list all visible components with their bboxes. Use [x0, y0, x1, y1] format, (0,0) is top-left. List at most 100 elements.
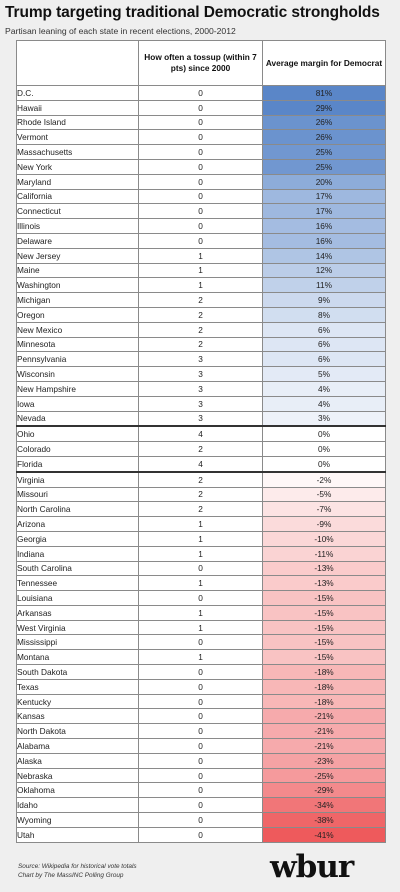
- tossup-count: 1: [138, 649, 263, 666]
- tossup-count: 4: [138, 455, 263, 473]
- state-name: Kentucky: [16, 693, 139, 710]
- dem-margin-cell: 4%: [262, 380, 386, 397]
- dem-margin-cell: 4%: [262, 395, 386, 412]
- tossup-count: 2: [138, 336, 263, 353]
- tossup-count: 1: [138, 545, 263, 562]
- table-row: Hawaii 0 29%: [16, 99, 386, 116]
- table-row: New York 0 25%: [16, 158, 386, 175]
- state-name: Mississippi: [16, 634, 139, 651]
- tossup-count: 1: [138, 516, 263, 532]
- state-name: Kansas: [16, 708, 139, 725]
- tossup-count: 3: [138, 366, 263, 382]
- state-name: California: [16, 188, 139, 205]
- table-row: Kansas 0 -21%: [16, 708, 386, 725]
- dem-margin-cell: 8%: [262, 306, 386, 323]
- state-name: Utah: [16, 826, 139, 843]
- tossup-count: 1: [138, 277, 263, 294]
- tossup-count: 0: [138, 782, 263, 799]
- tossup-count: 0: [138, 590, 263, 606]
- dem-margin-cell: 14%: [262, 247, 386, 264]
- dem-margin-cell: 16%: [262, 232, 386, 249]
- state-name: Florida: [16, 455, 139, 473]
- state-name: North Carolina: [16, 501, 139, 518]
- tossup-count: 2: [138, 486, 263, 503]
- state-name: New Jersey: [16, 247, 139, 264]
- tossup-count: 2: [138, 306, 263, 323]
- table-row: Oklahoma 0 -29%: [16, 782, 386, 799]
- table-row: Massachusetts 0 25%: [16, 144, 386, 160]
- tossup-count: 0: [138, 708, 263, 725]
- dem-margin-cell: 0%: [262, 455, 386, 473]
- dem-margin-cell: -21%: [262, 723, 386, 740]
- tossup-count: 1: [138, 262, 263, 279]
- dem-margin-cell: -10%: [262, 530, 386, 547]
- dem-margin-cell: 0%: [262, 441, 386, 457]
- table-row: Idaho 0 -34%: [16, 797, 386, 814]
- tossup-count: 0: [138, 85, 263, 101]
- dem-margin-cell: -11%: [262, 545, 386, 562]
- header-state: [16, 40, 139, 86]
- tossup-count: 0: [138, 738, 263, 754]
- state-name: South Dakota: [16, 664, 139, 680]
- tossup-count: 0: [138, 767, 263, 784]
- dem-margin-cell: -18%: [262, 664, 386, 680]
- table-row: Alabama 0 -21%: [16, 738, 386, 754]
- state-name: Idaho: [16, 797, 139, 814]
- table-row: Pennsylvania 3 6%: [16, 351, 386, 368]
- dem-margin-cell: 3%: [262, 410, 386, 427]
- dem-margin-cell: 0%: [262, 425, 386, 443]
- table-row: Rhode Island 0 26%: [16, 114, 386, 131]
- state-name: Michigan: [16, 292, 139, 308]
- dem-margin-cell: 6%: [262, 351, 386, 368]
- table-row: Maryland 0 20%: [16, 173, 386, 190]
- dem-margin-cell: 9%: [262, 292, 386, 308]
- state-name: Maryland: [16, 173, 139, 190]
- dem-margin-cell: -41%: [262, 826, 386, 843]
- table-row: Texas 0 -18%: [16, 678, 386, 695]
- state-name: Tennessee: [16, 575, 139, 592]
- table-row: Alaska 0 -23%: [16, 752, 386, 769]
- dem-margin-cell: 12%: [262, 262, 386, 279]
- tossup-count: 1: [138, 604, 263, 621]
- table-row: Illinois 0 16%: [16, 218, 386, 234]
- state-name: Oregon: [16, 306, 139, 323]
- dem-margin-cell: -34%: [262, 797, 386, 814]
- table-row: Arkansas 1 -15%: [16, 604, 386, 621]
- state-name: Vermont: [16, 129, 139, 146]
- state-name: Nebraska: [16, 767, 139, 784]
- dem-margin-cell: -23%: [262, 752, 386, 769]
- table-row: Tennessee 1 -13%: [16, 575, 386, 592]
- state-name: Delaware: [16, 232, 139, 249]
- table-row: New Mexico 2 6%: [16, 321, 386, 338]
- state-name: Minnesota: [16, 336, 139, 353]
- tossup-count: 0: [138, 144, 263, 160]
- dem-margin-cell: -15%: [262, 649, 386, 666]
- dem-margin-cell: 25%: [262, 158, 386, 175]
- dem-margin-cell: -15%: [262, 634, 386, 651]
- tossup-count: 0: [138, 797, 263, 814]
- state-name: Connecticut: [16, 203, 139, 220]
- state-name: New York: [16, 158, 139, 175]
- dem-margin-cell: 17%: [262, 203, 386, 220]
- tossup-count: 0: [138, 560, 263, 577]
- table-row: Connecticut 0 17%: [16, 203, 386, 220]
- table-body: D.C. 0 81% Hawaii 0 29% Rhode Island 0 26% Vermon…: [16, 85, 386, 843]
- tossup-count: 0: [138, 188, 263, 205]
- tossup-count: 2: [138, 321, 263, 338]
- table-row: Arizona 1 -9%: [16, 516, 386, 532]
- dem-margin-cell: -29%: [262, 782, 386, 799]
- dem-margin-cell: -13%: [262, 560, 386, 577]
- state-name: Louisiana: [16, 590, 139, 606]
- table-header-row: How often a tossup (within 7 pts) since …: [16, 40, 386, 86]
- tossup-count: 3: [138, 395, 263, 412]
- state-name: Hawaii: [16, 99, 139, 116]
- dem-margin-cell: 5%: [262, 366, 386, 382]
- state-name: Arizona: [16, 516, 139, 532]
- table-row: Louisiana 0 -15%: [16, 590, 386, 606]
- state-name: Montana: [16, 649, 139, 666]
- state-name: West Virginia: [16, 619, 139, 636]
- tossup-count: 3: [138, 351, 263, 368]
- table-row: Florida 4 0%: [16, 455, 386, 473]
- state-name: Alabama: [16, 738, 139, 754]
- table-row: New Hampshire 3 4%: [16, 380, 386, 397]
